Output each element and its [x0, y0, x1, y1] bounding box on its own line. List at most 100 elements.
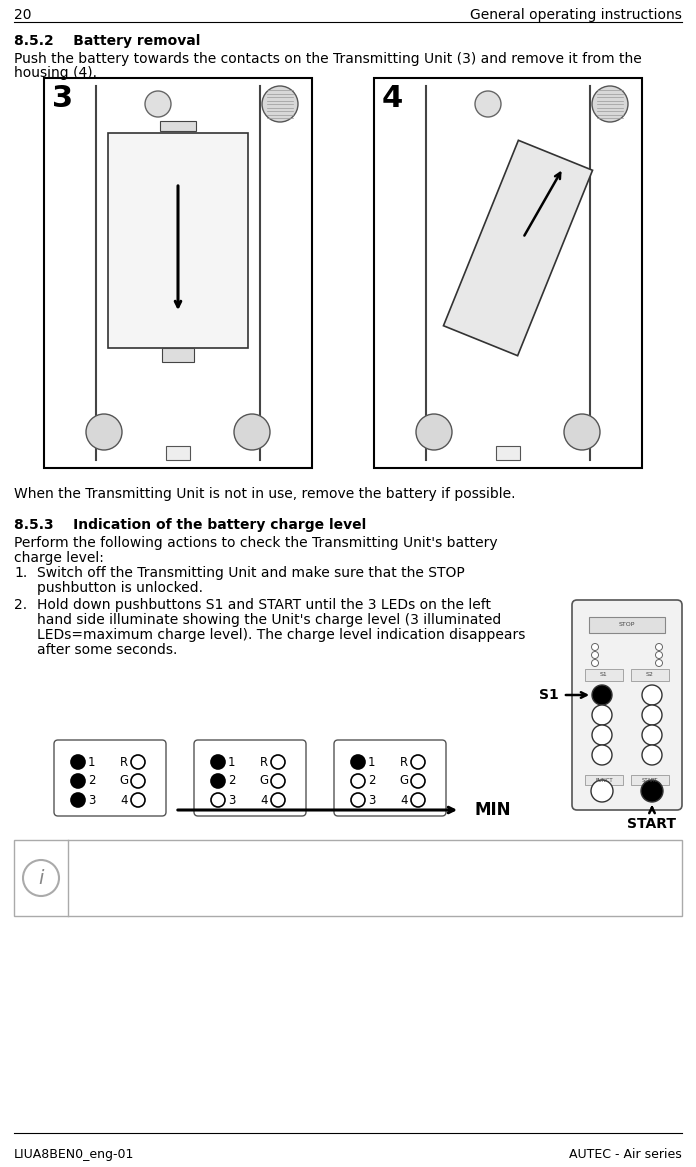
Text: General operating instructions: General operating instructions — [470, 8, 682, 22]
FancyBboxPatch shape — [194, 740, 306, 816]
Text: check the battery charge level are not sent to the Machine.: check the battery charge level are not s… — [76, 871, 489, 883]
Text: i: i — [38, 868, 44, 887]
Circle shape — [642, 685, 662, 705]
Circle shape — [641, 780, 663, 802]
Circle shape — [86, 414, 122, 450]
Text: 3: 3 — [52, 84, 73, 113]
Text: S2: S2 — [646, 672, 654, 678]
Circle shape — [131, 774, 145, 788]
Circle shape — [592, 651, 599, 658]
FancyBboxPatch shape — [572, 600, 682, 810]
Text: 3: 3 — [88, 794, 95, 806]
Circle shape — [131, 794, 145, 808]
Text: 2: 2 — [228, 775, 235, 788]
Circle shape — [234, 414, 270, 450]
Circle shape — [131, 755, 145, 769]
Text: Push the battery towards the contacts on the Transmitting Unit (3) and remove it: Push the battery towards the contacts on… — [14, 53, 642, 67]
FancyBboxPatch shape — [334, 740, 446, 816]
Circle shape — [145, 91, 171, 117]
Text: G: G — [259, 775, 268, 788]
Text: LEDs=maximum charge level). The charge level indication disappears: LEDs=maximum charge level). The charge l… — [37, 628, 525, 642]
Circle shape — [411, 755, 425, 769]
Circle shape — [592, 705, 612, 725]
Bar — [14, 840, 682, 916]
Text: START: START — [642, 777, 658, 783]
Text: 4: 4 — [260, 794, 268, 806]
Circle shape — [642, 745, 662, 766]
Circle shape — [656, 651, 663, 658]
Bar — [166, 446, 190, 460]
Circle shape — [211, 774, 225, 788]
Text: MIN: MIN — [475, 801, 512, 819]
Text: MAX: MAX — [113, 801, 155, 819]
Circle shape — [211, 755, 225, 769]
Circle shape — [592, 685, 612, 705]
Text: charge level:: charge level: — [14, 551, 104, 565]
Text: 1: 1 — [368, 755, 376, 769]
Text: START: START — [628, 817, 677, 831]
Text: Commands associated to the keys that are activated during the procedure to: Commands associated to the keys that are… — [76, 854, 614, 868]
Text: S1: S1 — [600, 672, 608, 678]
Circle shape — [351, 794, 365, 808]
Text: STOP: STOP — [619, 622, 635, 628]
Text: G: G — [119, 775, 128, 788]
Text: 3: 3 — [368, 794, 375, 806]
Text: 3: 3 — [228, 794, 235, 806]
Text: 1: 1 — [228, 755, 235, 769]
Circle shape — [271, 755, 285, 769]
Bar — [589, 617, 665, 633]
Circle shape — [262, 86, 298, 123]
Bar — [585, 669, 623, 682]
Text: 2: 2 — [88, 775, 95, 788]
Circle shape — [23, 860, 59, 896]
Text: AUTEC - Air series: AUTEC - Air series — [569, 1148, 682, 1161]
Circle shape — [271, 774, 285, 788]
Bar — [44, 78, 312, 468]
Polygon shape — [443, 140, 592, 356]
Text: 1.: 1. — [14, 566, 27, 580]
Text: housing (4).: housing (4). — [14, 67, 97, 81]
Circle shape — [351, 755, 365, 769]
Circle shape — [71, 794, 85, 808]
Text: +: + — [483, 98, 493, 111]
Text: 2.: 2. — [14, 598, 27, 612]
Circle shape — [71, 755, 85, 769]
Text: 4: 4 — [382, 84, 403, 113]
Bar — [496, 446, 520, 460]
Circle shape — [592, 643, 599, 650]
Circle shape — [351, 774, 365, 788]
Circle shape — [592, 725, 612, 745]
Text: pushbutton is unlocked.: pushbutton is unlocked. — [37, 581, 203, 595]
Circle shape — [416, 414, 452, 450]
Circle shape — [475, 91, 501, 117]
Text: Switch off the Transmitting Unit and make sure that the STOP: Switch off the Transmitting Unit and mak… — [37, 566, 465, 580]
Text: FUNCT: FUNCT — [595, 777, 612, 783]
Text: Perform the following actions to check the Transmitting Unit's battery: Perform the following actions to check t… — [14, 536, 498, 550]
Text: 20: 20 — [14, 8, 31, 22]
Text: R: R — [120, 755, 128, 769]
Bar — [585, 775, 623, 785]
Text: R: R — [400, 755, 408, 769]
Text: hand side illuminate showing the Unit's charge level (3 illuminated: hand side illuminate showing the Unit's … — [37, 613, 501, 627]
Circle shape — [592, 86, 628, 123]
Circle shape — [564, 414, 600, 450]
Circle shape — [411, 774, 425, 788]
Text: +: + — [152, 98, 164, 111]
Bar — [631, 669, 669, 682]
Circle shape — [271, 794, 285, 808]
Circle shape — [591, 780, 613, 802]
Text: 4: 4 — [400, 794, 408, 806]
Text: 2: 2 — [368, 775, 376, 788]
Text: 1: 1 — [88, 755, 95, 769]
FancyBboxPatch shape — [54, 740, 166, 816]
Text: 8.5.2    Battery removal: 8.5.2 Battery removal — [14, 34, 200, 48]
Text: 4: 4 — [120, 794, 128, 806]
Text: R: R — [260, 755, 268, 769]
Circle shape — [656, 643, 663, 650]
Bar — [160, 121, 196, 131]
Circle shape — [656, 659, 663, 666]
Circle shape — [211, 794, 225, 808]
Text: When the Transmitting Unit is not in use, remove the battery if possible.: When the Transmitting Unit is not in use… — [14, 487, 516, 501]
Circle shape — [642, 725, 662, 745]
Text: after some seconds.: after some seconds. — [37, 643, 177, 657]
